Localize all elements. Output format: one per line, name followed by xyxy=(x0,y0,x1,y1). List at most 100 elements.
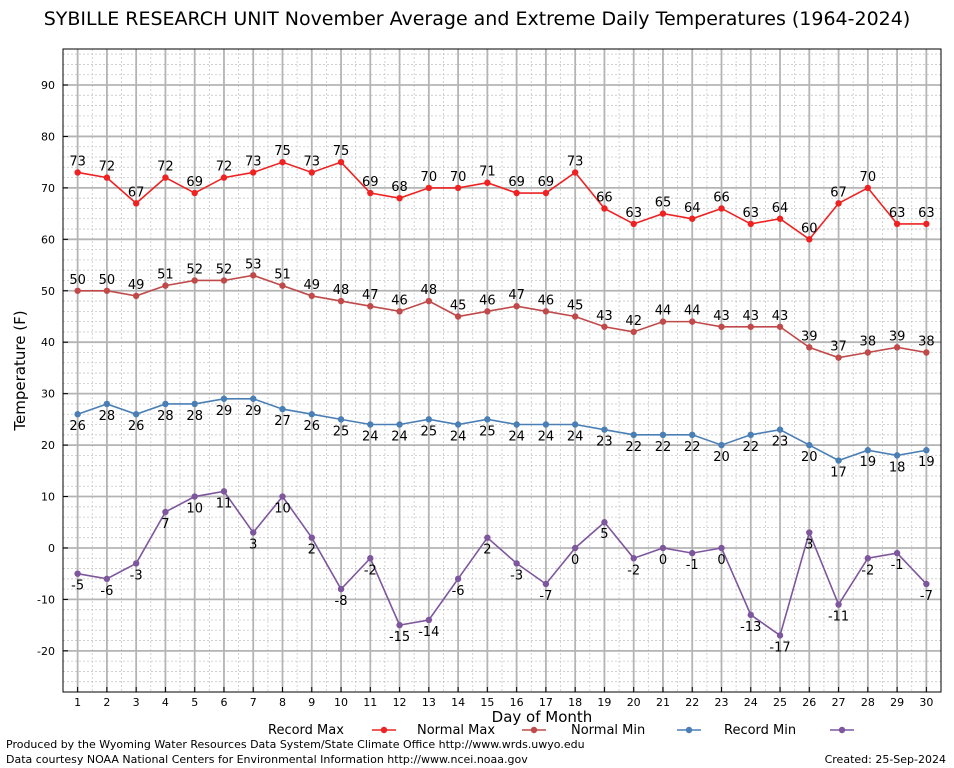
x-tick-label: 19 xyxy=(597,696,611,709)
normal-min-point xyxy=(718,441,725,449)
record-max-data-label: 70 xyxy=(860,170,877,185)
normal-max-point xyxy=(103,287,111,294)
record-min-point xyxy=(484,534,491,541)
normal-max-point xyxy=(454,313,462,320)
normal-min-data-label: 22 xyxy=(625,440,642,455)
record-max-data-label: 73 xyxy=(69,154,86,169)
normal-max-point xyxy=(659,318,667,325)
record-min-point xyxy=(396,621,403,629)
normal-max-data-label: 45 xyxy=(450,298,467,313)
record-max-point xyxy=(601,205,608,212)
y-tick-label: 40 xyxy=(41,336,55,349)
normal-max-point xyxy=(425,297,433,305)
y-tick-label: 30 xyxy=(41,388,55,401)
normal-max-data-label: 53 xyxy=(245,257,262,272)
record-max-data-label: 64 xyxy=(684,201,701,216)
normal-min-line xyxy=(77,397,927,462)
normal-max-point xyxy=(74,287,81,294)
normal-max-data-label: 48 xyxy=(421,283,438,298)
record-min-data-label: -3 xyxy=(510,568,523,583)
x-tick-label: 28 xyxy=(861,696,875,709)
record-max-point xyxy=(103,174,111,181)
record-min-data-label: -1 xyxy=(686,558,699,573)
record-max-data-label: 69 xyxy=(186,175,203,190)
record-max-data-label: 67 xyxy=(830,185,847,200)
y-tick-label: 50 xyxy=(41,285,55,298)
record-max-data-label: 72 xyxy=(216,160,233,175)
normal-max-data-label: 43 xyxy=(596,309,613,324)
normal-min-data-label: 26 xyxy=(69,419,86,434)
normal-max-point xyxy=(571,313,579,320)
record-min-data-label: -7 xyxy=(539,589,552,604)
x-tick-label: 14 xyxy=(451,696,465,709)
normal-min-point xyxy=(571,421,579,428)
record-min-point xyxy=(630,555,637,562)
normal-min-data-label: 28 xyxy=(99,409,116,424)
x-tick-label: 27 xyxy=(832,696,846,709)
normal-max-data-label: 44 xyxy=(684,304,701,319)
record-max-data-label: 73 xyxy=(567,154,584,169)
record-min-data-label: -5 xyxy=(71,579,84,594)
record-max-point xyxy=(893,220,901,228)
normal-min-data-label: 28 xyxy=(157,409,174,424)
record-min-point xyxy=(337,585,345,593)
record-min-point xyxy=(747,611,754,619)
normal-min-data-label: 25 xyxy=(421,424,438,439)
record-max-point xyxy=(484,179,491,186)
record-max-point xyxy=(718,205,725,212)
normal-max-point xyxy=(337,297,345,305)
record-max-data-label: 63 xyxy=(742,206,759,221)
record-max-data-label: 75 xyxy=(333,144,350,159)
x-tick-label: 6 xyxy=(220,696,227,709)
normal-max-data-label: 38 xyxy=(918,334,935,349)
normal-min-point xyxy=(776,426,784,433)
y-tick-label: 80 xyxy=(41,130,55,143)
normal-min-data-label: 24 xyxy=(567,430,584,445)
normal-min-data-label: 19 xyxy=(860,455,877,470)
legend-marker-normal-min xyxy=(685,726,693,734)
record-min-point xyxy=(308,534,315,541)
record-min-data-label: -11 xyxy=(828,610,849,625)
normal-max-point xyxy=(542,308,550,315)
record-min-data-label: -14 xyxy=(418,625,439,640)
normal-max-data-label: 49 xyxy=(128,278,145,293)
normal-min-point xyxy=(103,400,111,408)
record-max-point xyxy=(542,189,550,197)
record-min-data-label: 0 xyxy=(571,553,579,568)
normal-min-data-label: 18 xyxy=(889,460,906,475)
normal-max-data-label: 47 xyxy=(362,288,379,303)
record-max-point xyxy=(513,189,520,197)
record-min-data-label: -6 xyxy=(452,584,465,599)
record-min-point xyxy=(454,575,462,583)
record-min-data-label: 5 xyxy=(600,527,608,542)
y-tick-label: -10 xyxy=(37,593,55,606)
record-min-point xyxy=(571,544,579,552)
normal-max-data-label: 50 xyxy=(69,273,86,288)
record-max-point xyxy=(220,174,228,181)
record-min-point xyxy=(220,488,228,495)
normal-max-point xyxy=(806,344,813,351)
record-max-point xyxy=(162,174,169,181)
x-tick-label: 25 xyxy=(773,696,787,709)
record-max-data-label: 70 xyxy=(421,170,438,185)
normal-min-point xyxy=(542,421,550,428)
record-max-point xyxy=(74,169,81,176)
record-min-data-label: 0 xyxy=(717,553,725,568)
record-max-data-label: 69 xyxy=(538,175,555,190)
record-max-point xyxy=(689,215,696,222)
credit-line-1: Produced by the Wyoming Water Resources … xyxy=(6,738,585,751)
normal-max-data-label: 48 xyxy=(333,283,350,298)
record-min-data-label: -3 xyxy=(130,568,143,583)
normal-min-data-label: 23 xyxy=(772,435,789,450)
x-tick-label: 4 xyxy=(162,696,169,709)
normal-min-point xyxy=(864,447,872,454)
record-min-point xyxy=(103,575,111,583)
normal-max-data-label: 38 xyxy=(860,334,877,349)
record-min-point xyxy=(279,493,286,500)
normal-min-data-label: 24 xyxy=(362,430,379,445)
record-min-data-label: -13 xyxy=(740,620,761,635)
record-min-line xyxy=(77,490,927,637)
record-min-data-label: -8 xyxy=(335,594,348,609)
y-tick-label: 70 xyxy=(41,182,55,195)
normal-max-data-label: 50 xyxy=(99,273,116,288)
